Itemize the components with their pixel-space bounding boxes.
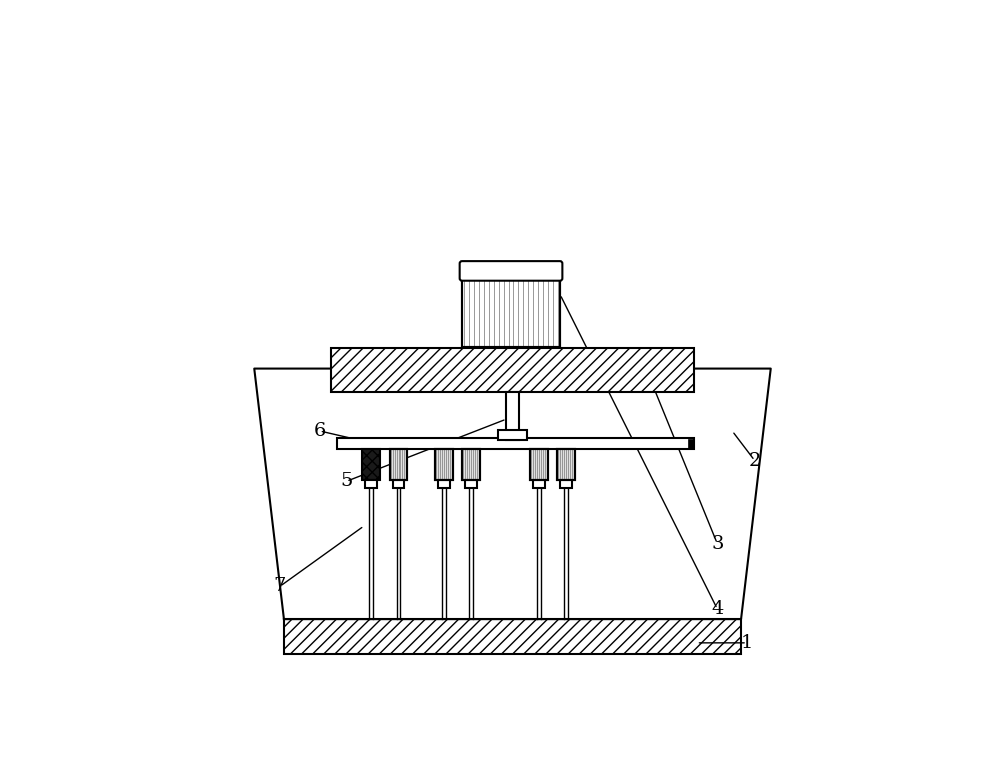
Bar — [462, 278, 560, 347]
Bar — [462, 278, 560, 347]
Text: 1: 1 — [741, 634, 753, 651]
Bar — [530, 449, 548, 480]
FancyBboxPatch shape — [460, 261, 562, 281]
Text: 7: 7 — [274, 577, 286, 595]
Bar — [462, 449, 480, 480]
Text: 5: 5 — [340, 473, 352, 490]
Bar — [557, 449, 575, 480]
Bar — [533, 480, 545, 488]
Bar — [530, 449, 548, 480]
Bar — [390, 449, 407, 480]
Bar — [438, 480, 450, 488]
Bar — [435, 449, 453, 480]
Bar — [362, 449, 380, 480]
Bar — [390, 449, 407, 480]
Bar — [462, 449, 480, 480]
Bar — [284, 619, 741, 654]
Bar — [506, 392, 519, 439]
Bar — [337, 438, 694, 449]
Text: 4: 4 — [711, 600, 724, 618]
Bar — [435, 449, 453, 480]
Bar — [331, 348, 694, 392]
Bar — [557, 449, 575, 480]
Text: 6: 6 — [313, 422, 326, 440]
Bar — [688, 439, 693, 448]
Bar — [560, 480, 572, 488]
Bar — [365, 480, 377, 488]
Text: 2: 2 — [749, 452, 761, 470]
Bar — [393, 480, 404, 488]
Bar — [465, 480, 477, 488]
Bar — [498, 430, 527, 439]
Text: 3: 3 — [711, 535, 724, 553]
